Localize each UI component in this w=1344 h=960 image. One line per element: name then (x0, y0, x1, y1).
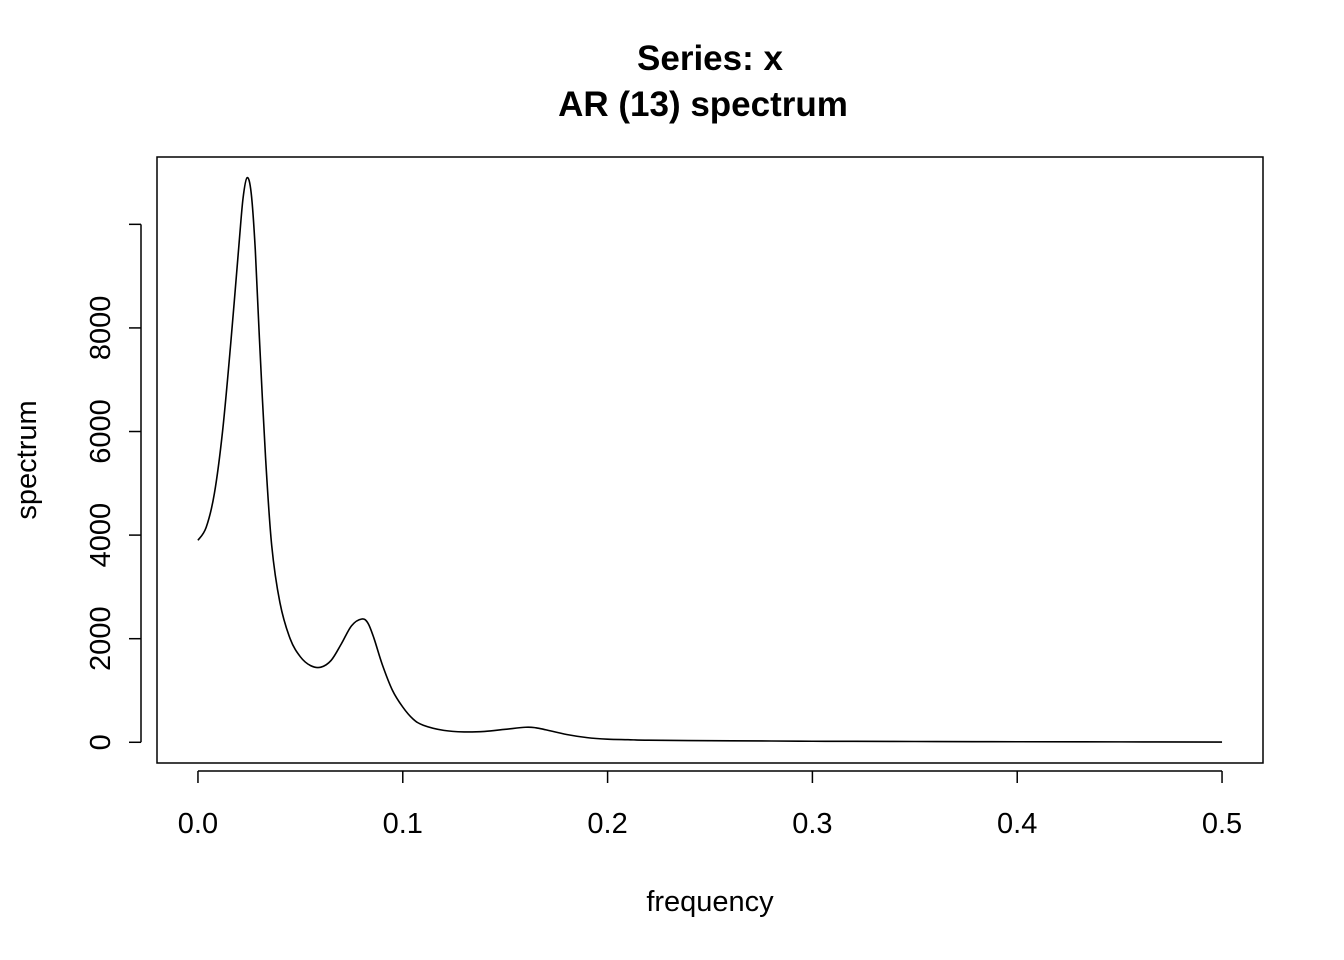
chart-subtitle: AR (13) spectrum (558, 85, 848, 124)
x-tick-label: 0.0 (178, 808, 218, 840)
x-tick-label: 0.4 (997, 808, 1037, 840)
x-axis: 0.0 0.1 0.2 0.3 0.4 0.5 (178, 770, 1242, 840)
chart-title: Series: x (637, 39, 783, 78)
y-tick-label: 4000 (85, 503, 117, 568)
y-tick-label: 8000 (85, 296, 117, 361)
x-tick-label: 0.2 (587, 808, 627, 840)
x-axis-label: frequency (646, 886, 774, 918)
spectrum-line (197, 176, 1223, 743)
y-axis: 0 2000 4000 6000 8000 (85, 223, 142, 750)
x-tick-label: 0.3 (792, 808, 832, 840)
y-tick-label: 0 (85, 734, 117, 750)
series-layer (197, 176, 1223, 743)
y-tick-label: 6000 (85, 399, 117, 464)
y-axis-label: spectrum (11, 400, 43, 519)
x-tick-label: 0.5 (1202, 808, 1242, 840)
plot-frame (156, 156, 1264, 764)
y-tick-label: 2000 (85, 606, 117, 671)
x-tick-label: 0.1 (383, 808, 423, 840)
